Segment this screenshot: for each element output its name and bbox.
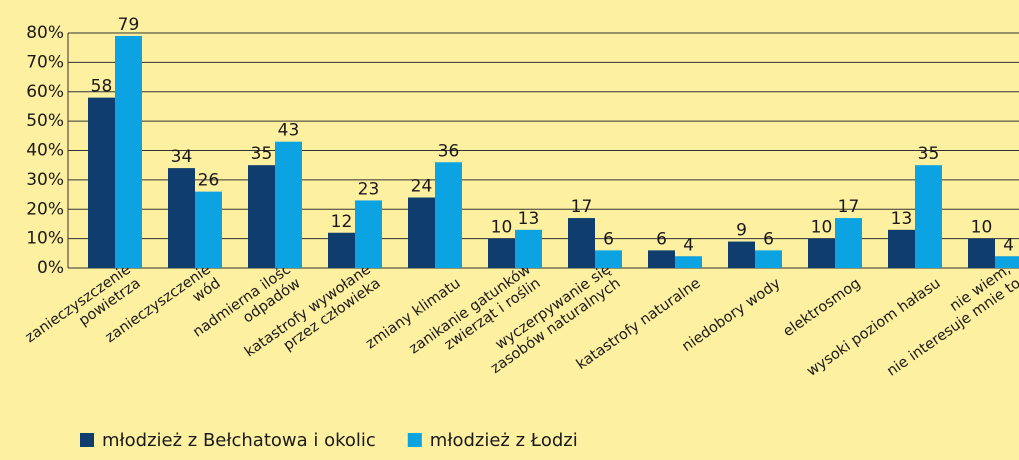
bar — [328, 232, 355, 268]
legend-swatch — [407, 433, 422, 447]
data-label: 10 — [971, 218, 993, 238]
bar — [435, 162, 462, 268]
data-label: 6 — [656, 229, 667, 249]
bar — [595, 250, 622, 268]
y-tick-label: 40% — [26, 141, 64, 161]
y-tick-label: 0% — [37, 258, 64, 278]
bar — [755, 250, 782, 268]
bar — [88, 97, 115, 268]
data-label: 13 — [891, 209, 913, 229]
bar — [968, 238, 995, 268]
legend-swatch — [80, 433, 94, 447]
data-label: 43 — [278, 121, 300, 141]
data-label: 35 — [918, 144, 940, 164]
bar — [675, 256, 702, 268]
bar — [728, 241, 755, 268]
data-label: 4 — [683, 235, 694, 255]
data-label: 79 — [118, 15, 140, 35]
x-tick-label: elektrosmog — [780, 275, 863, 340]
bar — [115, 35, 142, 268]
data-label: 17 — [571, 197, 593, 217]
bar — [408, 197, 435, 268]
data-label: 6 — [763, 229, 774, 249]
y-tick-label: 30% — [26, 170, 64, 190]
data-label: 36 — [438, 141, 460, 161]
y-tick-label: 60% — [26, 82, 64, 102]
bar — [248, 165, 275, 268]
bar — [488, 238, 515, 268]
y-tick-label: 20% — [26, 199, 64, 219]
y-tick-label: 50% — [26, 111, 64, 131]
y-tick-label: 80% — [26, 23, 64, 43]
data-label: 6 — [603, 229, 614, 249]
bar — [355, 200, 382, 268]
bar — [995, 256, 1019, 268]
data-label: 10 — [491, 218, 513, 238]
x-tick-label: wysoki poziom hałasu — [804, 275, 943, 379]
bar — [835, 218, 862, 268]
data-label: 58 — [91, 77, 113, 97]
data-label: 34 — [171, 147, 193, 167]
bar — [648, 250, 675, 268]
bar — [168, 168, 195, 268]
data-label: 23 — [358, 179, 380, 199]
y-tick-label: 70% — [26, 52, 64, 72]
bar — [888, 229, 915, 268]
data-label: 26 — [198, 171, 220, 191]
data-label: 4 — [1003, 235, 1014, 255]
bar — [515, 229, 542, 268]
data-label: 35 — [251, 144, 273, 164]
legend-label: młodzież z Bełchatowa i okolic — [102, 430, 376, 451]
bar — [195, 191, 222, 268]
data-label: 12 — [331, 212, 353, 232]
bar — [275, 141, 302, 268]
legend-label: młodzież z Łodzi — [430, 430, 578, 451]
data-label: 13 — [518, 209, 540, 229]
data-label: 24 — [411, 177, 433, 197]
data-label: 9 — [736, 221, 747, 241]
data-label: 10 — [811, 218, 833, 238]
y-tick-label: 10% — [26, 229, 64, 249]
bar — [808, 238, 835, 268]
bar — [915, 165, 942, 268]
bar — [568, 218, 595, 268]
data-label: 17 — [838, 197, 860, 217]
